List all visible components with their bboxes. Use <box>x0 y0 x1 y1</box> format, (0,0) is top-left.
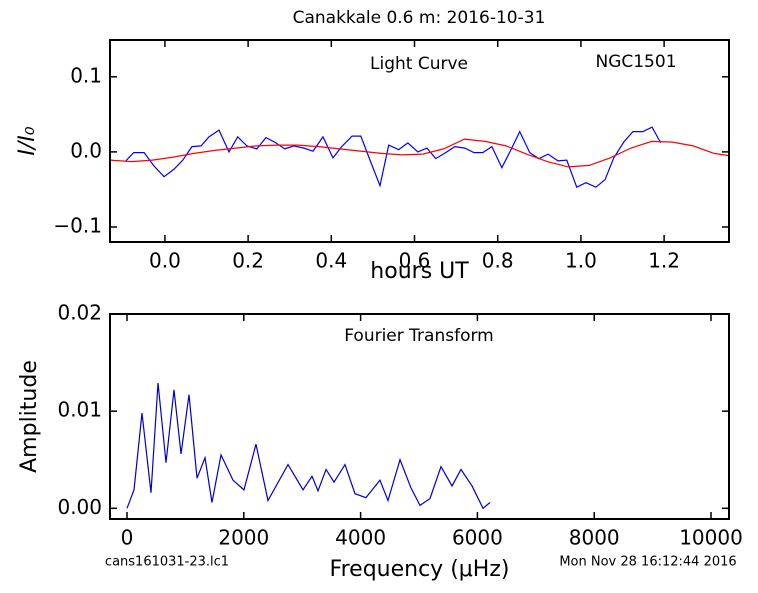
timestamp: Mon Nov 28 16:12:44 2016 <box>559 555 736 570</box>
x-tick-label: 0.8 <box>482 249 514 273</box>
x-tick-label: 4000 <box>335 526 386 550</box>
data-line <box>109 138 730 168</box>
y-tick-label: 0.1 <box>70 63 102 87</box>
x-tick-label: 0.4 <box>315 249 347 273</box>
file-name: cans161031-23.lc1 <box>105 555 229 570</box>
y-tick-label: 0.00 <box>57 495 102 519</box>
y-axis-label: I/I₀ <box>15 126 40 155</box>
annotation: Fourier Transform <box>344 326 493 346</box>
x-tick-label: 10000 <box>679 526 743 550</box>
y-tick-label: −0.1 <box>53 213 102 237</box>
x-tick-label: 1.2 <box>648 249 680 273</box>
x-tick-label: 0.6 <box>399 249 431 273</box>
y-axis-label: Amplitude <box>17 360 42 473</box>
x-tick-label: 1.0 <box>565 249 597 273</box>
data-line <box>126 382 491 510</box>
y-tick-label: 0.01 <box>57 398 102 422</box>
plot-frame <box>109 39 730 243</box>
x-tick-label: 8000 <box>569 526 620 550</box>
x-tick-label: 0 <box>121 526 134 550</box>
x-axis-label: Frequency (μHz) <box>330 557 510 582</box>
figure-title: Canakkale 0.6 m: 2016-10-31 <box>293 8 546 28</box>
data-line <box>125 126 662 189</box>
annotation: Light Curve <box>370 54 468 74</box>
annotation: NGC1501 <box>595 52 676 72</box>
x-tick-label: 6000 <box>452 526 503 550</box>
x-axis-label: hours UT <box>370 259 469 284</box>
x-tick-label: 0.0 <box>149 249 181 273</box>
x-tick-label: 2000 <box>218 526 269 550</box>
y-tick-label: 0.02 <box>57 301 102 325</box>
y-tick-label: 0.0 <box>70 138 102 162</box>
x-tick-label: 0.2 <box>232 249 264 273</box>
plot-frame <box>109 313 730 520</box>
